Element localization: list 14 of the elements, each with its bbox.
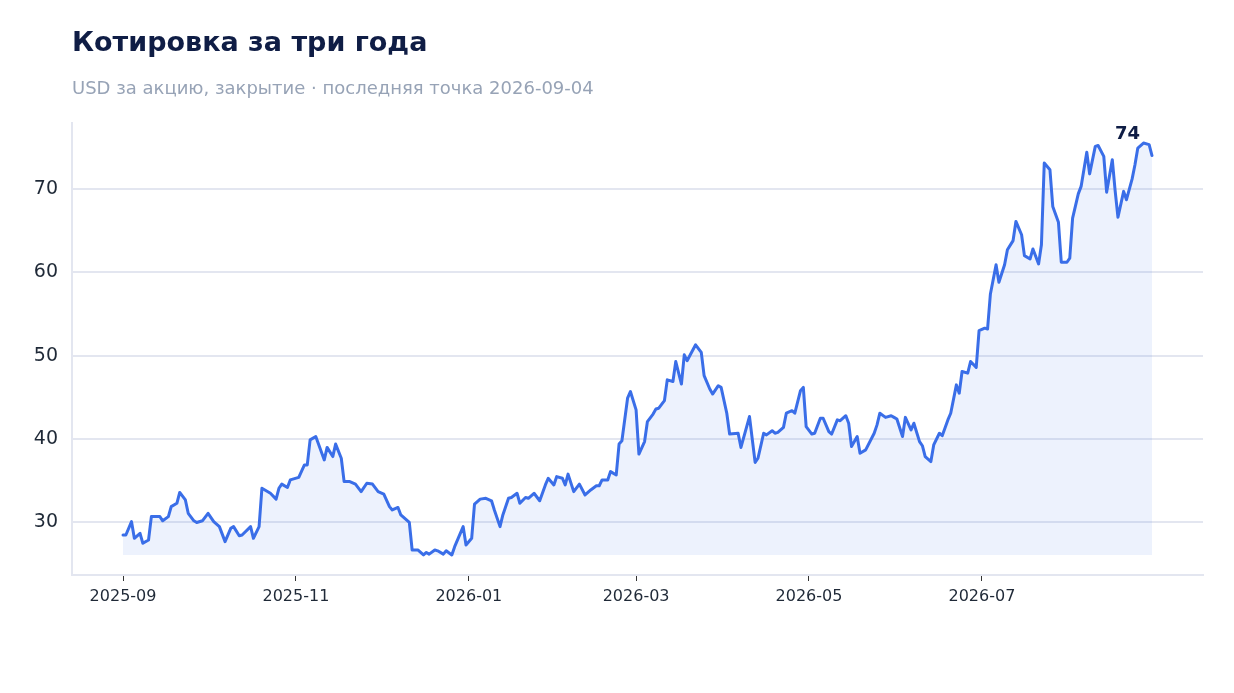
y-tick-label: 60 [33,259,58,282]
x-tick-label: 2026-07 [948,585,1016,605]
chart-title: Котировка за три года [72,26,428,57]
x-tick-label: 2025-09 [89,585,157,605]
chart-subtitle: USD за акцию, закрытие · последняя точка 2026-09-04 [72,77,594,98]
y-tick-label: 50 [33,342,58,365]
x-tick-label: 2026-01 [435,585,503,605]
x-tick-label: 2025-11 [262,585,330,605]
y-tick-label: 70 [33,175,58,198]
annotation: 74 [1114,122,1140,144]
x-tick-label: 2026-03 [602,585,670,605]
y-tick-label: 40 [33,426,58,448]
y-tick-label: 30 [33,509,58,532]
x-tick-label: 2026-05 [775,585,843,605]
